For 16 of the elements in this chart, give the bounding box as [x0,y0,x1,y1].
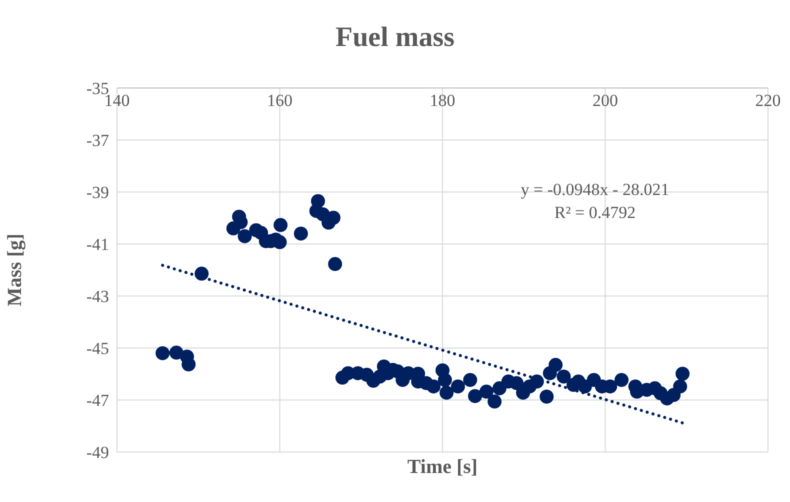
x-tick-label: 220 [755,91,781,110]
chart-title: Fuel mass [334,22,456,54]
x-axis-title: Time [s] [406,456,479,479]
x-tick-label: 200 [592,91,618,110]
y-tick-label: -45 [86,339,109,358]
annotation: R² = 0.4792 [553,202,637,224]
y-tick-label: -41 [86,235,109,254]
y-axis-title: Mass [g] [4,234,26,306]
y-tick-label: -43 [86,287,109,306]
annotation: y = -0.0948x - 28.021 [520,179,670,201]
y-tick-label: -47 [86,391,110,410]
y-tick-label: -49 [86,443,109,462]
x-tick-label: 180 [430,91,456,110]
y-tick-label: -37 [86,131,110,150]
y-tick-label: -39 [86,183,109,202]
x-tick-label: 160 [267,91,292,110]
